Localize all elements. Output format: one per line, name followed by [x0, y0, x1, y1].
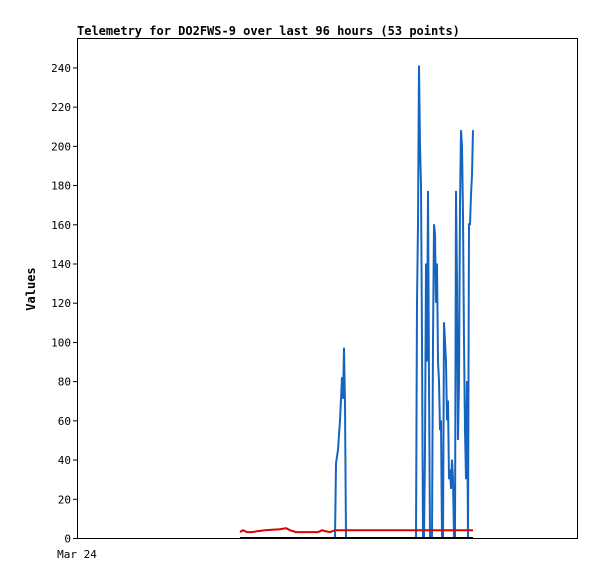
y-tick-label: 200 — [51, 140, 71, 153]
y-tick-label: 20 — [58, 493, 71, 506]
series-group — [239, 65, 474, 539]
y-tick-label: 120 — [51, 297, 71, 310]
y-tick-label: 140 — [51, 258, 71, 271]
y-tick-label: 80 — [58, 376, 71, 389]
chart-title: Telemetry for DO2FWS-9 over last 96 hour… — [77, 24, 460, 38]
y-tick-label: 100 — [51, 336, 71, 349]
x-axis-ticks: Mar 24 — [57, 548, 97, 561]
y-tick-label: 40 — [58, 454, 71, 467]
y-tick-label: 60 — [58, 415, 71, 428]
y-tick-label: 240 — [51, 62, 71, 75]
y-axis-ticks: 0 20 40 60 80 100 120 140 160 180 200 220 240 — [51, 62, 77, 546]
series-line-1 — [239, 527, 473, 534]
plot-frame — [77, 38, 578, 539]
y-tick-label: 220 — [51, 101, 71, 114]
y-axis-label: Values — [24, 267, 38, 310]
y-tick-label: 160 — [51, 219, 71, 232]
series-line-0 — [334, 65, 474, 539]
y-tick-label: 0 — [64, 533, 71, 546]
x-tick-label: Mar 24 — [57, 548, 97, 561]
y-tick-label: 180 — [51, 180, 71, 193]
